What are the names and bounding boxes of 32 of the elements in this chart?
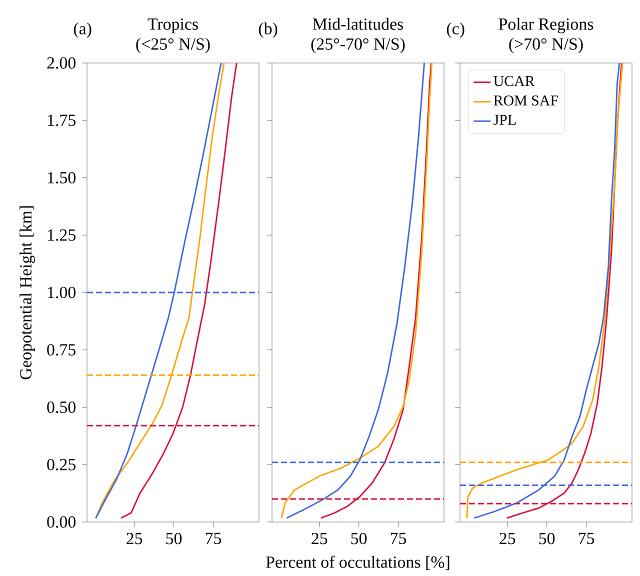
chart-subtitle: (>70° N/S): [509, 38, 583, 54]
legend-label: ROM SAF: [494, 96, 558, 106]
x-tick-label: 50: [539, 533, 555, 544]
x-tick-label: 75: [390, 533, 406, 544]
chart-title: Tropics: [148, 18, 198, 34]
x-tick-label: 25: [500, 533, 516, 544]
x-tick-label: 75: [206, 533, 222, 544]
x-tick-label: 25: [312, 533, 328, 544]
legend-label: UCAR: [494, 76, 535, 86]
y-tick-label: 1.25: [48, 230, 76, 242]
y-tick-label: 2.00: [47, 57, 76, 69]
text: (c): [446, 22, 464, 38]
y-tick-label: 0.25: [47, 459, 76, 471]
y-tick-label: 1.50: [48, 172, 76, 184]
y-tick-label: 1.00: [48, 286, 76, 298]
legend-label: JPL: [494, 115, 516, 126]
chart-subtitle: (25°-70° N/S): [311, 38, 405, 54]
y-tick-label: 0.50: [47, 402, 76, 414]
text: (a): [74, 22, 92, 38]
chart-title: Polar Regions: [498, 18, 594, 34]
chart-title: Mid-latitudes: [312, 18, 404, 30]
chart-subtitle: (<25° N/S): [136, 38, 210, 54]
y-tick-label: 1.75: [48, 114, 76, 126]
x-tick-label: 75: [578, 533, 594, 544]
x-axis-title: Percent of occultations [%]: [266, 556, 450, 570]
y-axis-title: Geopotential Height [km]: [20, 206, 36, 380]
x-tick-label: 25: [126, 533, 142, 544]
text: (b): [258, 22, 278, 38]
x-tick-label: 50: [166, 533, 182, 544]
x-tick-label: 50: [351, 533, 367, 544]
y-tick-label: 0.00: [47, 516, 76, 528]
y-tick-label: 0.75: [47, 344, 76, 356]
